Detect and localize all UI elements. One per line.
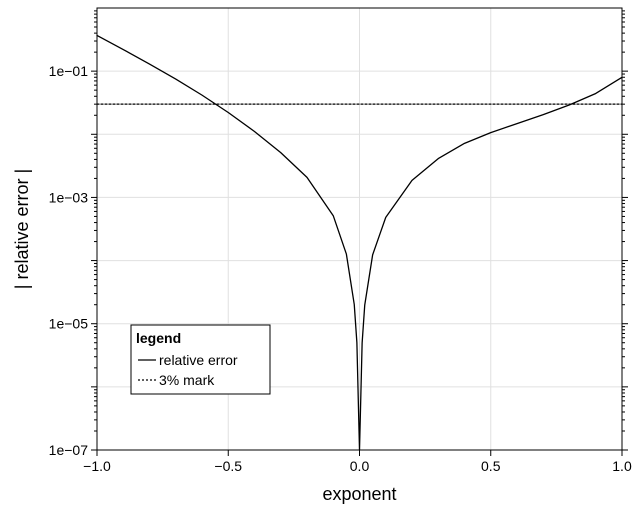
x-tick-label: 0.5	[481, 458, 501, 474]
plot-frame	[96, 7, 623, 451]
grid	[96, 7, 623, 451]
y-tick-label: 1e−01	[49, 63, 89, 79]
legend-label-3pct-mark: 3% mark	[159, 372, 215, 388]
legend: legend relative error 3% mark	[130, 324, 271, 395]
x-axis-title: exponent	[322, 484, 396, 504]
x-tick-label: −0.5	[214, 458, 242, 474]
y-tick-label: 1e−05	[49, 316, 89, 332]
y-tick-label: 1e−03	[49, 189, 89, 205]
y-axis-title: | relative error |	[12, 169, 32, 289]
tick-labels: −1.0 −0.5 0.0 0.5 1.0 1e−07 1e−05 1e−03 1e−01	[49, 63, 632, 474]
legend-title: legend	[136, 330, 181, 346]
y-tick-label: 1e−07	[49, 442, 89, 458]
x-tick-label: 1.0	[612, 458, 632, 474]
x-tick-label: 0.0	[350, 458, 370, 474]
x-tick-label: −1.0	[83, 458, 111, 474]
legend-label-relative-error: relative error	[159, 352, 238, 368]
